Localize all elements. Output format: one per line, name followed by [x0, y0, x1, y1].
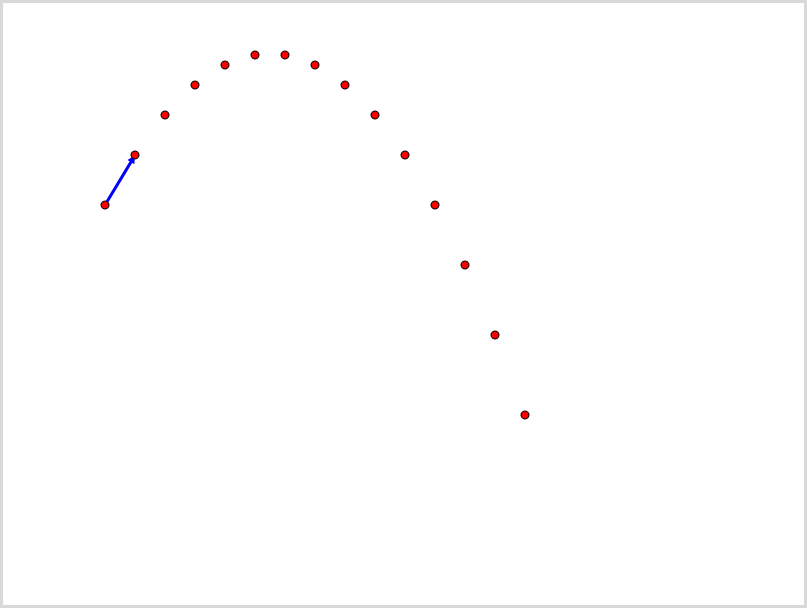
trajectory-point — [490, 330, 500, 340]
launch-point — [100, 200, 110, 210]
trajectory-point — [400, 150, 410, 160]
trajectory-point — [220, 60, 230, 70]
trajectory-point — [430, 200, 440, 210]
trajectory-plot — [100, 50, 530, 420]
trajectory-point — [250, 50, 260, 60]
trajectory-point — [340, 80, 350, 90]
velocity-arrow — [103, 155, 136, 206]
trajectory-point — [310, 60, 320, 70]
trajectory-point — [160, 110, 170, 120]
velocity-arrow-layer — [103, 155, 136, 206]
trajectory-point — [190, 80, 200, 90]
trajectory-point — [130, 150, 140, 160]
trajectory-point — [460, 260, 470, 270]
trajectory-points — [100, 50, 530, 420]
trajectory-point — [370, 110, 380, 120]
trajectory-point — [280, 50, 290, 60]
trajectory-point — [520, 410, 530, 420]
